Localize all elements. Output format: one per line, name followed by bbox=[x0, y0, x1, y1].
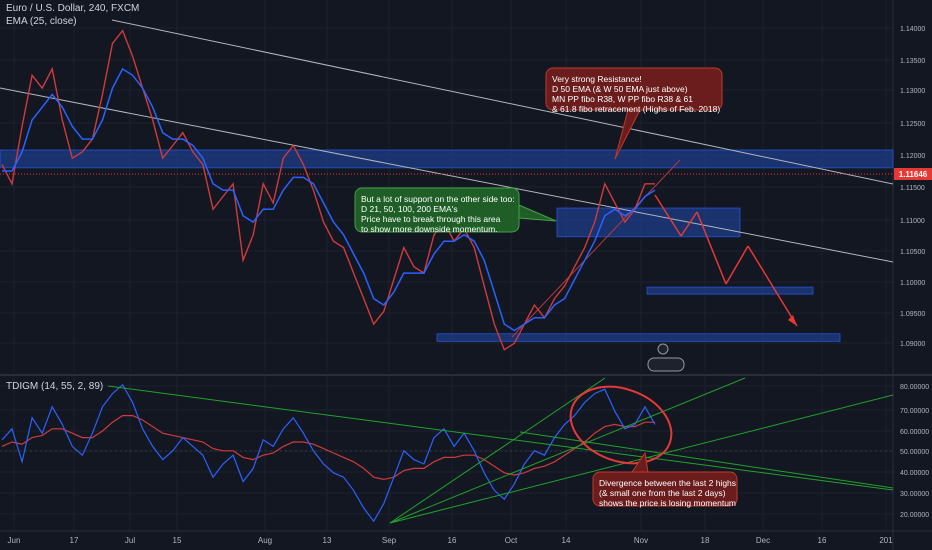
time-tick-label: 201 bbox=[879, 536, 893, 545]
time-tick-label: 16 bbox=[448, 536, 457, 545]
price-tick-label: 1.11000 bbox=[900, 218, 925, 225]
ema-legend: EMA (25, close) bbox=[6, 16, 77, 27]
divergence-callout-box bbox=[592, 471, 738, 507]
divergence-callout-line: (& small one from the last 2 days) bbox=[599, 488, 726, 498]
osc-tick-label: 50.00000 bbox=[900, 449, 929, 456]
time-tick-label: Jul bbox=[125, 536, 135, 545]
price-zone bbox=[646, 286, 814, 295]
support-callout-line: D 21, 50, 100, 200 EMA's bbox=[361, 204, 458, 214]
resistance-callout-line: MN PP fibo R38, W PP fibo R38 & 61 bbox=[552, 94, 693, 104]
support-trendline bbox=[511, 159, 681, 338]
time-tick-label: Dec bbox=[756, 536, 770, 545]
resistance-callout-line: Very strong Resistance! bbox=[552, 74, 642, 84]
osc-tick-label: 40.00000 bbox=[900, 470, 929, 477]
time-tick-label: 14 bbox=[562, 536, 571, 545]
projection-arrow bbox=[747, 245, 798, 327]
price-tick-label: 1.13500 bbox=[900, 58, 925, 65]
time-tick-label: 17 bbox=[70, 536, 79, 545]
trendline bbox=[111, 19, 894, 185]
support-callout-line: Price have to break through this area bbox=[361, 214, 501, 224]
price-tick-label: 1.13000 bbox=[900, 88, 925, 95]
divergence-callout-line: Divergence between the last 2 highs bbox=[599, 478, 736, 488]
price-tick-label: 1.09500 bbox=[900, 311, 925, 318]
osc-trendline bbox=[389, 377, 746, 524]
resistance-callout-line: & 61.8 fibo retracement (Highs of Feb. 2… bbox=[552, 104, 720, 114]
time-tick-label: 16 bbox=[818, 536, 827, 545]
last-price-text: 1.11646 bbox=[899, 170, 928, 179]
last-price-badge bbox=[894, 168, 932, 180]
trendline bbox=[0, 87, 894, 263]
osc-signal-line bbox=[1, 415, 655, 481]
time-tick-label: Sep bbox=[382, 536, 397, 545]
osc-trendline bbox=[389, 377, 606, 524]
price-tick-label: 1.11500 bbox=[900, 185, 925, 192]
arrowhead bbox=[788, 315, 797, 326]
resistance-callout-box bbox=[545, 67, 723, 111]
price-tick-label: 1.12000 bbox=[900, 153, 925, 160]
support-callout-box bbox=[354, 187, 520, 233]
projection-arrow bbox=[654, 194, 682, 237]
price-zone bbox=[436, 333, 841, 342]
support-callout-line: to show more downside momentum. bbox=[361, 224, 498, 234]
support-callout-pointer bbox=[518, 204, 557, 222]
projection-arrow bbox=[680, 211, 698, 237]
osc-tick-label: 20.00000 bbox=[900, 512, 929, 519]
event-icon bbox=[657, 343, 669, 355]
price-tick-label: 1.09000 bbox=[900, 341, 925, 348]
price-tick-label: 1.10500 bbox=[900, 249, 925, 256]
time-tick-label: Nov bbox=[634, 536, 648, 545]
support-callout-line: But a lot of support on the other side t… bbox=[361, 194, 515, 204]
tdigm-legend: TDIGM (14, 55, 2, 89) bbox=[6, 381, 104, 392]
divergence-ellipse bbox=[569, 385, 673, 465]
projection-arrow bbox=[725, 245, 749, 285]
symbol-title: Euro / U.S. Dollar, 240, FXCM bbox=[6, 3, 140, 14]
ema-series-line bbox=[2, 67, 656, 332]
time-tick-label: Aug bbox=[258, 536, 272, 545]
osc-tick-label: 30.00000 bbox=[900, 491, 929, 498]
time-tick-label: Oct bbox=[505, 536, 518, 545]
price-tick-label: 1.12500 bbox=[900, 121, 925, 128]
time-tick-label: 13 bbox=[323, 536, 332, 545]
osc-fast-line bbox=[1, 383, 656, 523]
osc-tick-label: 60.00000 bbox=[900, 429, 929, 436]
osc-tick-label: 70.00000 bbox=[900, 408, 929, 415]
resistance-callout-line: D 50 EMA (& W 50 EMA just above) bbox=[552, 84, 688, 94]
osc-trendline bbox=[107, 385, 894, 491]
time-tick-label: 15 bbox=[173, 536, 182, 545]
projection-arrow bbox=[696, 211, 727, 285]
price-tick-label: 1.14000 bbox=[900, 26, 925, 33]
event-icon bbox=[647, 357, 685, 372]
time-tick-label: Jun bbox=[8, 536, 21, 545]
price-zone bbox=[0, 149, 894, 169]
price-zone bbox=[556, 207, 741, 238]
time-tick-label: 18 bbox=[701, 536, 710, 545]
divergence-callout-line: shows the price is losing momentum bbox=[599, 498, 736, 508]
price-tick-label: 1.10000 bbox=[900, 280, 925, 287]
osc-tick-label: 80.00000 bbox=[900, 384, 929, 391]
